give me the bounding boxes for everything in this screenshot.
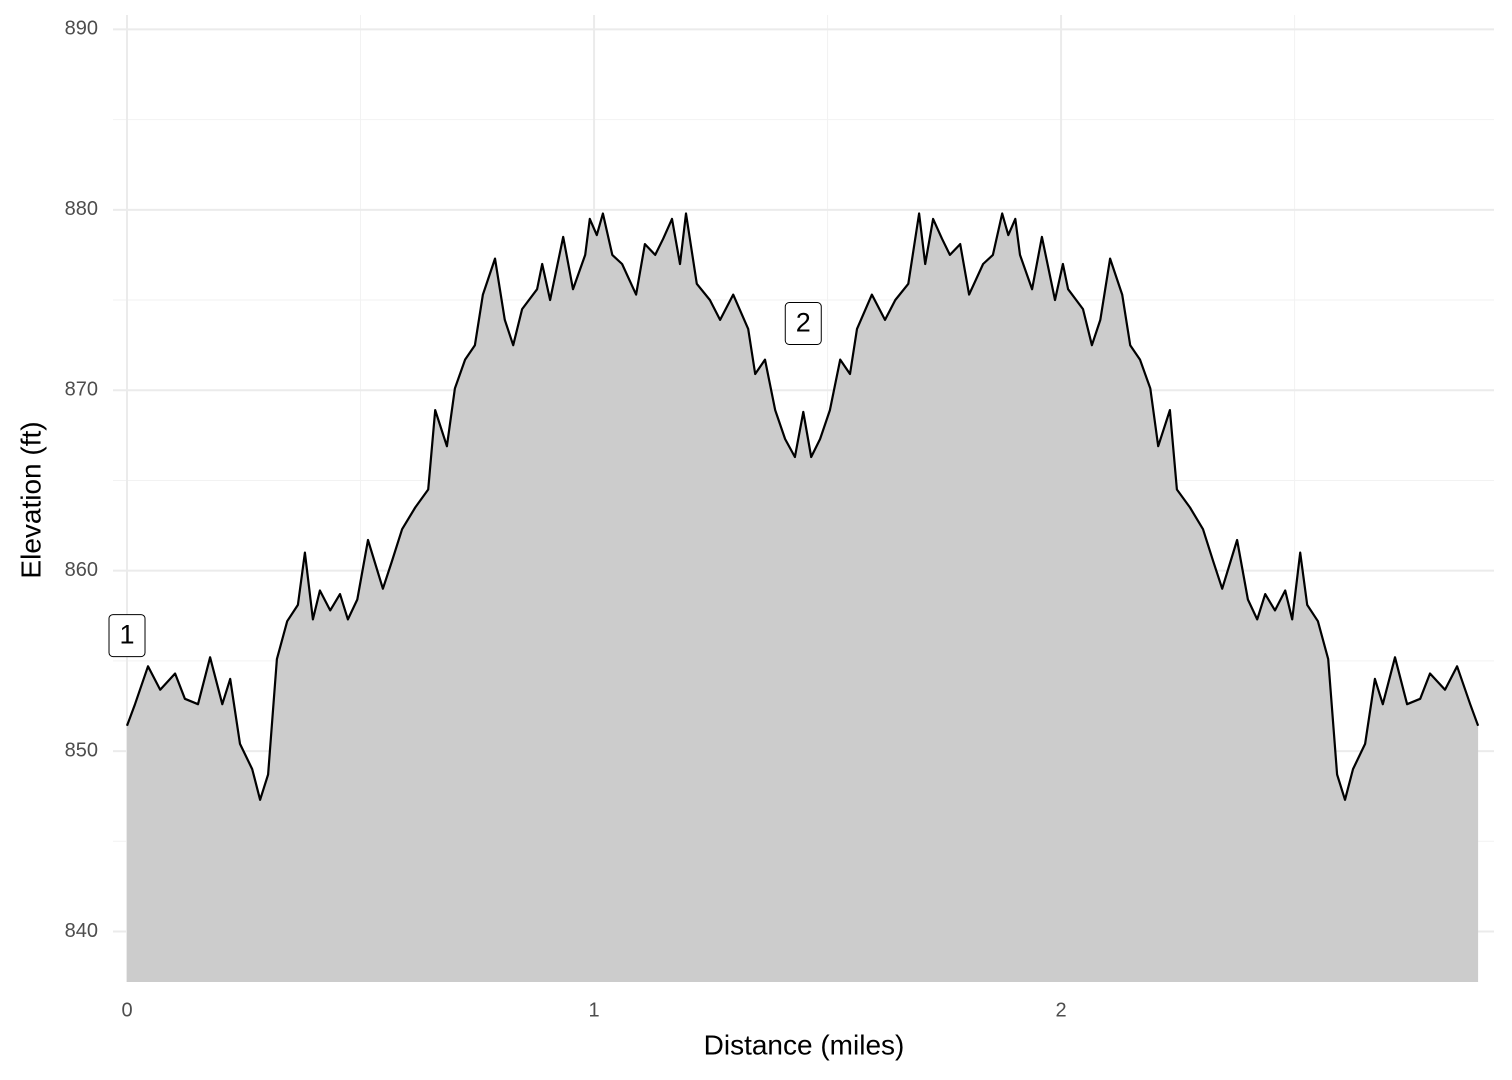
y-tick-label: 850 [65, 739, 98, 761]
x-axis-title: Distance (miles) [704, 1029, 905, 1060]
annotation-box [108, 614, 146, 658]
annotation-label: 2 [796, 308, 811, 338]
y-tick-label: 890 [65, 18, 98, 40]
y-tick-label: 880 [65, 198, 98, 220]
y-axis-title: Elevation (ft) [15, 421, 46, 578]
y-tick-label: 840 [65, 920, 98, 942]
x-tick-label: 2 [1056, 999, 1067, 1021]
annotation-box [784, 302, 822, 346]
annotation: 2 [784, 302, 822, 346]
annotation-label: 1 [119, 620, 134, 650]
y-tick-label: 870 [65, 379, 98, 401]
annotation: 1 [108, 614, 146, 658]
area [127, 213, 1479, 982]
line [125, 212, 1480, 801]
x-tick-label: 1 [588, 999, 599, 1021]
y-tick-label: 860 [65, 559, 98, 581]
x-tick-label: 0 [121, 999, 132, 1021]
